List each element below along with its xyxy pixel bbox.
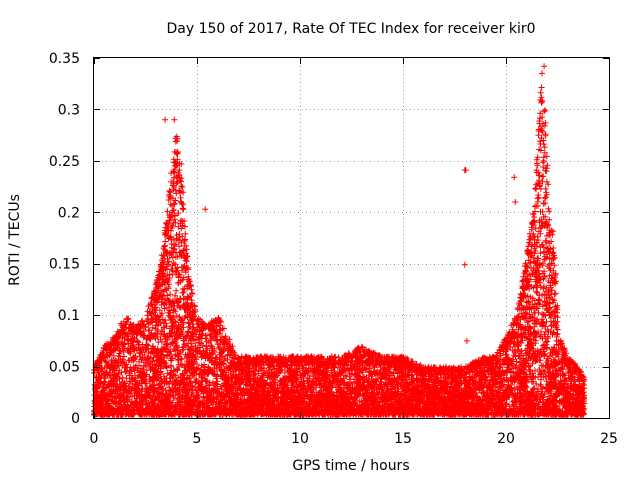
y-axis-label: ROTI / TECUs xyxy=(7,194,23,286)
x-tick-label: 5 xyxy=(193,431,202,447)
plot-frame xyxy=(93,57,610,419)
x-tick-label: 0 xyxy=(90,431,99,447)
x-tick-label: 15 xyxy=(394,431,412,447)
y-tick-label: 0.3 xyxy=(58,102,80,118)
y-tick-label: 0.35 xyxy=(49,51,80,67)
x-tick-labels: 0 5 10 15 20 25 xyxy=(90,431,618,447)
x-tick-label: 25 xyxy=(600,431,618,447)
y-tick-label: 0.2 xyxy=(58,205,80,221)
chart-title: Day 150 of 2017, Rate Of TEC Index for r… xyxy=(166,21,535,37)
x-tick-label: 20 xyxy=(497,431,515,447)
y-tick-label: 0.1 xyxy=(58,308,80,324)
y-tick-label: 0 xyxy=(71,411,80,427)
roti-scatter-markers xyxy=(91,63,588,418)
data-points xyxy=(91,63,588,418)
y-tick-label: 0.25 xyxy=(49,154,80,170)
y-tick-labels: 0 0.05 0.1 0.15 0.2 0.25 0.3 0.35 xyxy=(49,51,80,427)
y-tick-label: 0.05 xyxy=(49,360,80,376)
x-tick-label: 10 xyxy=(291,431,309,447)
axis-ticks xyxy=(94,58,610,419)
y-tick-label: 0.15 xyxy=(49,257,80,273)
x-axis-label: GPS time / hours xyxy=(292,458,409,474)
